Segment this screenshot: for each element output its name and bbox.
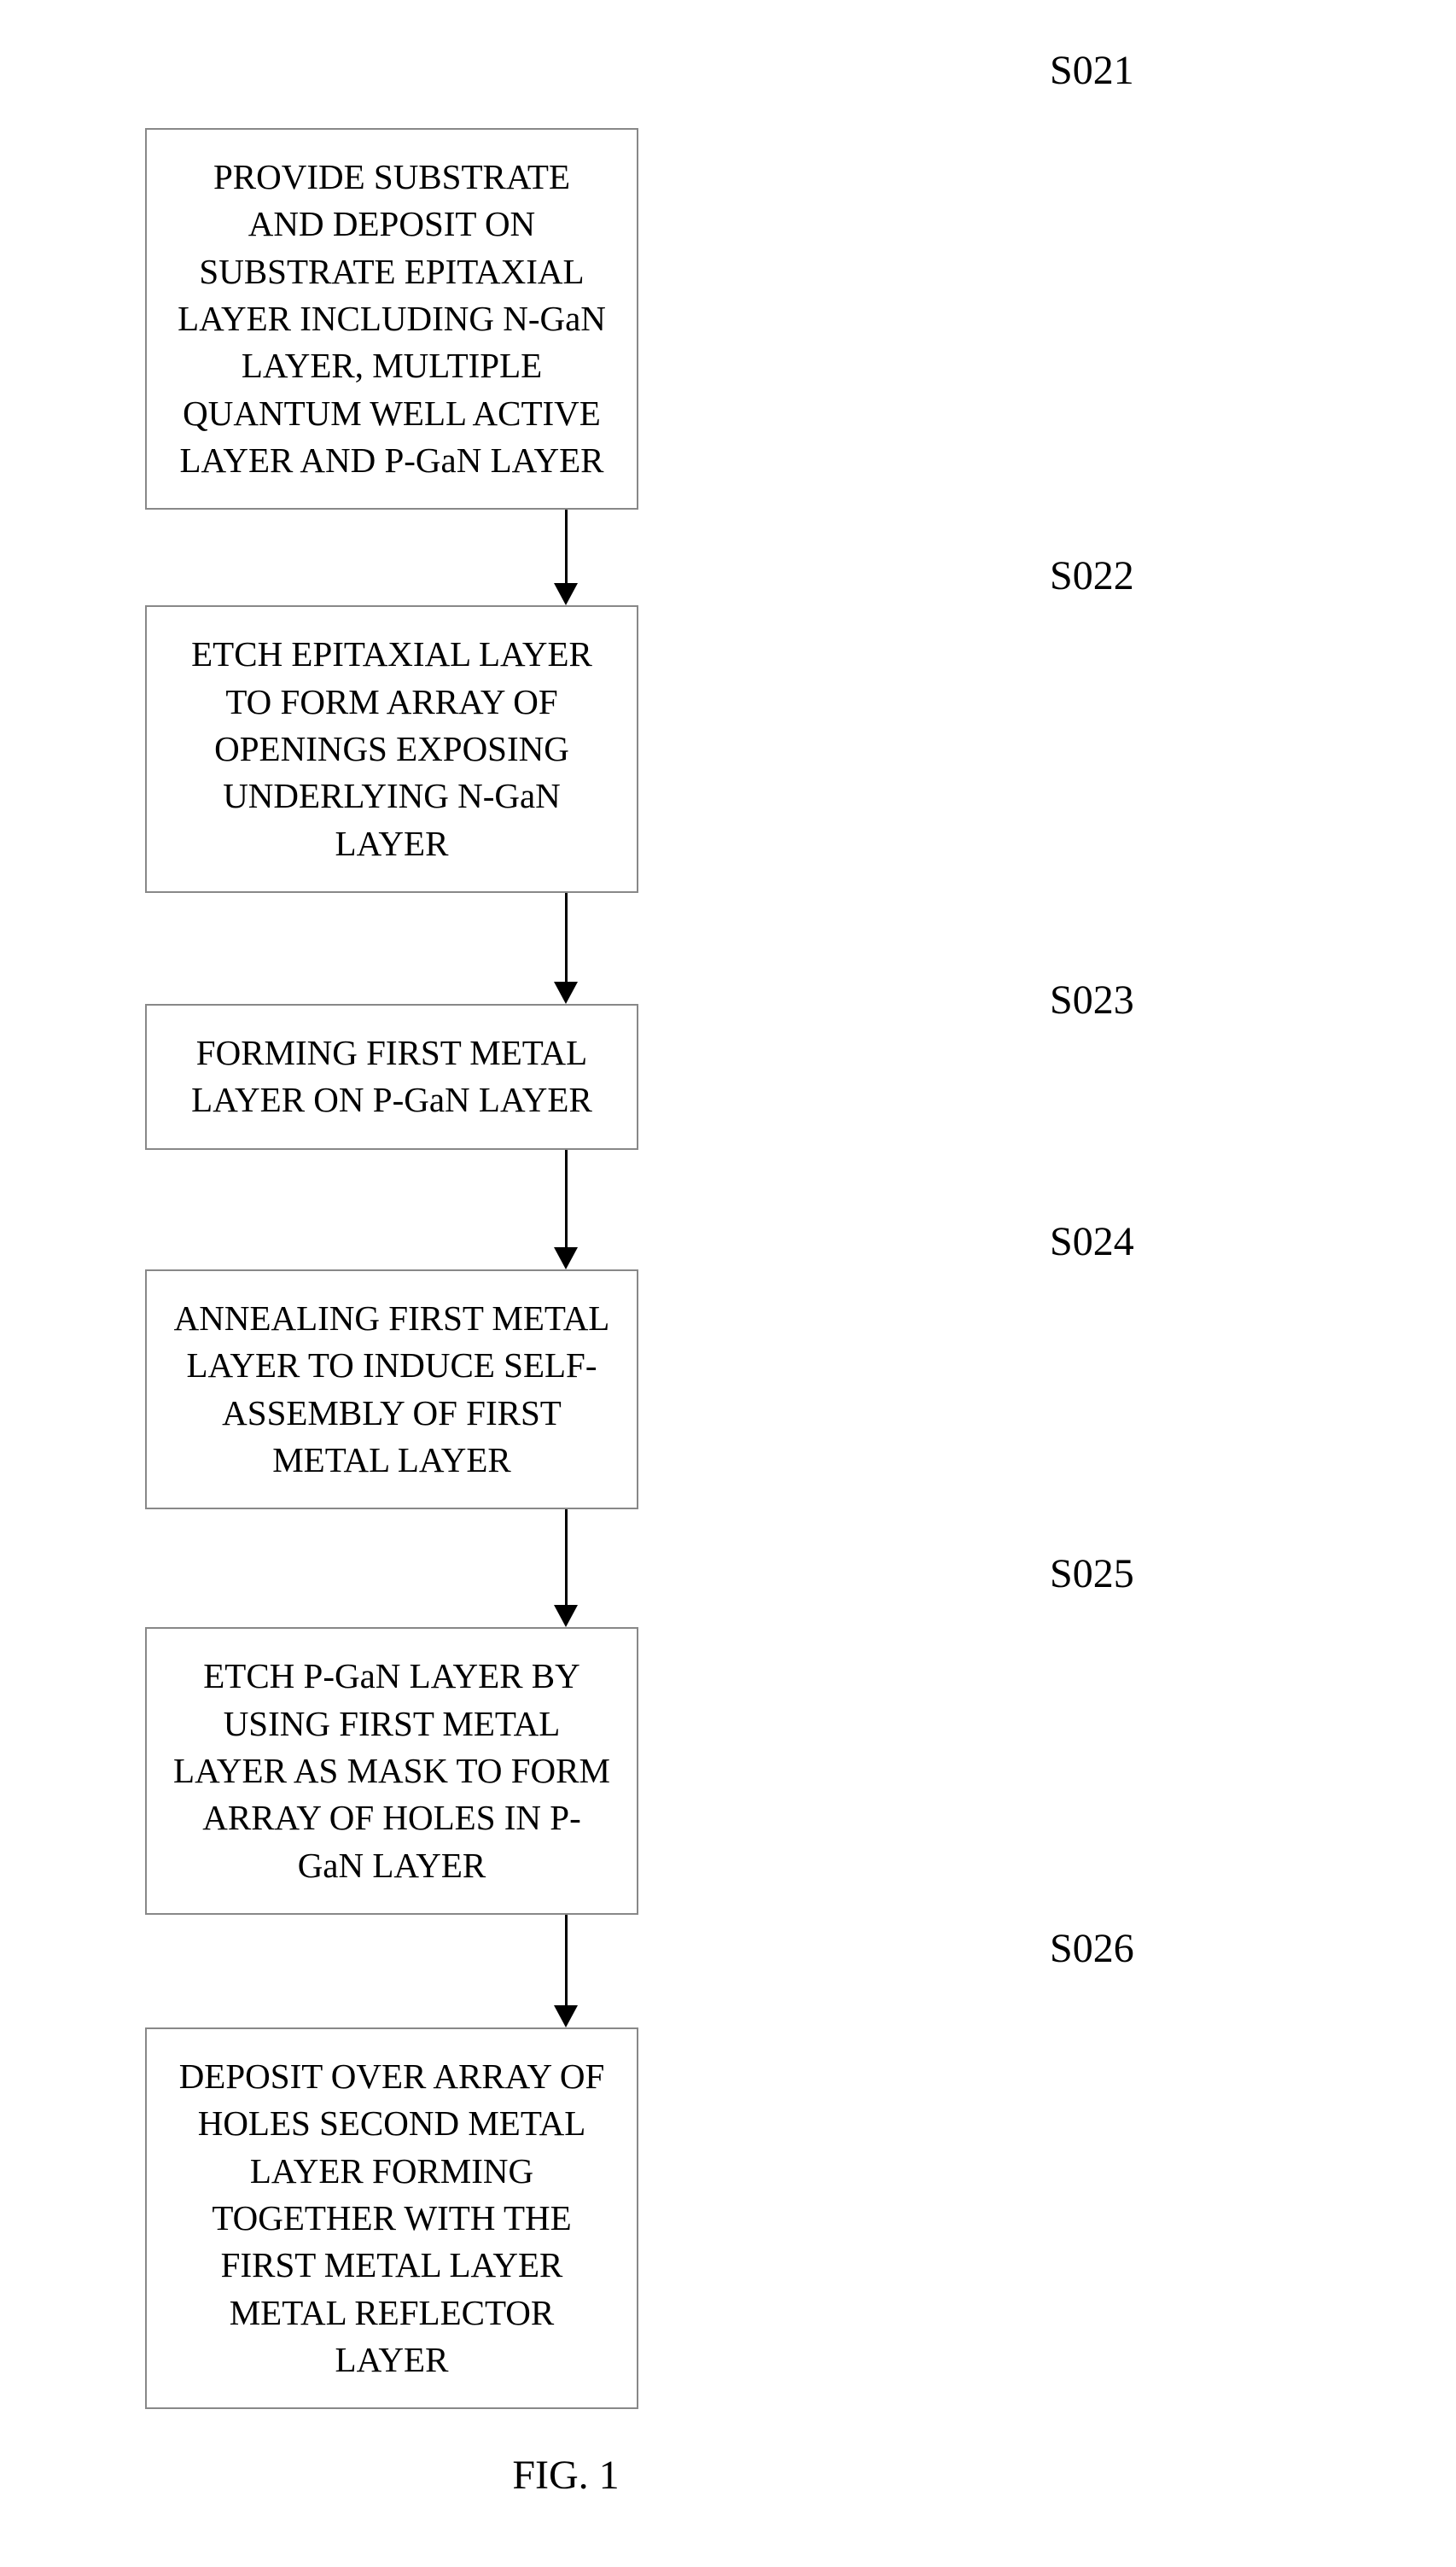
arrow-head-icon [554,2005,578,2027]
flowchart-step-label: S024 [1050,1218,1134,1265]
arrow-shaft [565,1150,568,1249]
flowchart-arrow [0,510,1174,605]
figure-caption: FIG. 1 [512,2452,619,2499]
flowchart-arrow [0,1509,1174,1627]
flowchart-step-box: ETCH EPITAXIAL LAYER TO FORM ARRAY OF OP… [145,605,638,893]
flowchart-arrow [0,1915,1174,2027]
flowchart-step-label: S026 [1050,1925,1134,1972]
flowchart-step-box: PROVIDE SUBSTRATE AND DEPOSIT ON SUBSTRA… [145,128,638,510]
flowchart-step-label: S023 [1050,977,1134,1024]
arrow-shaft [565,1915,568,2007]
flowchart-arrow [0,1150,1174,1269]
flowchart-step-row: ETCH P-GaN LAYER BY USING FIRST METAL LA… [119,1627,1337,1915]
flowchart-step-box: FORMING FIRST METAL LAYER ON P-GaN LAYER [145,1004,638,1150]
flowchart-step-row: DEPOSIT OVER ARRAY OF HOLES SECOND METAL… [119,2027,1337,2409]
arrow-head-icon [554,982,578,1004]
flowchart-step-box: ETCH P-GaN LAYER BY USING FIRST METAL LA… [145,1627,638,1915]
arrow-head-icon [554,1605,578,1627]
flowchart-step-row: ETCH EPITAXIAL LAYER TO FORM ARRAY OF OP… [119,605,1337,893]
flowchart-step-label: S021 [1050,47,1134,94]
flowchart-step-box: DEPOSIT OVER ARRAY OF HOLES SECOND METAL… [145,2027,638,2409]
flowchart-step-box: ANNEALING FIRST METAL LAYER TO INDUCE SE… [145,1269,638,1509]
arrow-shaft [565,1509,568,1607]
arrow-shaft [565,510,568,585]
flowchart-arrow [0,893,1174,1004]
flowchart-step-row: ANNEALING FIRST METAL LAYER TO INDUCE SE… [119,1269,1337,1509]
flowchart-step-row: PROVIDE SUBSTRATE AND DEPOSIT ON SUBSTRA… [119,128,1337,510]
flowchart-step-label: S022 [1050,552,1134,599]
arrow-head-icon [554,1247,578,1269]
flowchart-step-label: S025 [1050,1550,1134,1597]
flowchart-container: PROVIDE SUBSTRATE AND DEPOSIT ON SUBSTRA… [119,128,1337,2499]
arrow-head-icon [554,583,578,605]
flowchart-step-row: FORMING FIRST METAL LAYER ON P-GaN LAYER… [119,1004,1337,1150]
arrow-shaft [565,893,568,983]
